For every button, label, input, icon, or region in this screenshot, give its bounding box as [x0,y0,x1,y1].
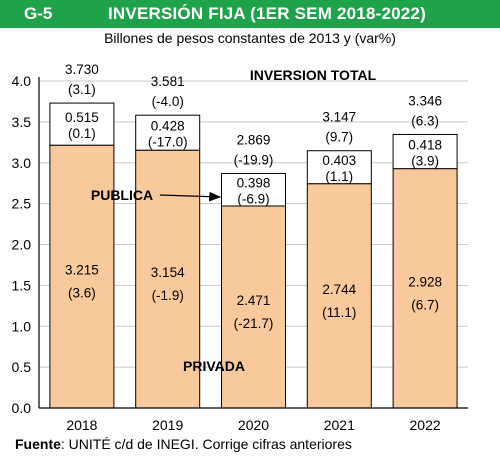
data-label-privada-var: (-1.9) [152,288,184,303]
data-label-publica-var: (0.1) [68,126,96,141]
data-label-publica-var: (1.1) [325,169,353,184]
x-tick-label: 2022 [410,417,441,433]
bar-layer [49,102,458,409]
label-layer: 3.215 (3.6) 0.515(0.1) 3.730 (3.1) 3.154 (-1.9… [65,62,442,331]
data-label-total: 2.869 [237,132,271,147]
x-tick-label: 2020 [238,417,269,433]
annotation-publica: PUBLICA [91,187,153,203]
title-bar: G-5 INVERSIÓN FIJA (1ER SEM 2018-2022) [0,0,500,28]
bar-publica [392,133,458,170]
data-label-total: 3.147 [322,110,356,125]
bar-publica [135,114,201,151]
bar-privada [49,144,115,409]
data-label-publica: 0.418 [408,138,442,153]
data-label-privada-var: (11.1) [322,305,356,320]
chart-code: G-5 [24,4,53,23]
data-label-publica-var: (3.9) [411,154,439,169]
y-tick-label: 0.0 [12,400,32,416]
annotation-publica-arrow [159,191,222,202]
legend-inversion-total: INVERSION TOTAL [250,67,377,83]
y-tick-label: 2.5 [12,196,32,212]
y-tick-label: 4.0 [12,73,32,89]
y-tick-label: 3.0 [12,155,32,171]
y-tick-label: 2.0 [12,237,32,253]
axis-layer: 0.0 0.5 1.0 1.5 2.0 2.5 3.0 3.5 4.0 2018 2019 2020 2… [12,73,468,433]
data-label-total-var: (-19.9) [234,152,274,167]
data-label-publica: 0.428 [151,119,185,134]
data-label-privada-var: (-21.7) [234,316,274,331]
data-label-total-var: (9.7) [325,130,353,145]
chart-title: INVERSIÓN FIJA (1ER SEM 2018-2022) [108,4,426,23]
annotation-privada: PRIVADA [183,358,245,374]
bar-privada [392,168,458,409]
bar-publica [49,102,115,146]
data-label-total-var: (-4.0) [152,94,184,109]
y-tick-label: 3.5 [12,114,32,130]
data-label-publica: 0.403 [322,153,356,168]
data-label-total: 3.346 [408,93,442,108]
data-label-publica: 0.515 [65,110,99,125]
x-tick-label: 2021 [324,417,355,433]
x-tick-label: 2019 [152,417,183,433]
data-label-publica: 0.398 [237,176,271,191]
data-label-publica-var: (-17.0) [148,135,188,150]
data-label-privada: 2.471 [237,293,271,308]
y-tick-label: 1.5 [12,277,32,293]
source-text: : UNITÉ c/d de INEGI. Corrige cifras ant… [60,436,352,452]
x-tick-label: 2018 [66,417,97,433]
data-label-privada-var: (3.6) [68,286,96,301]
source-label: Fuente [15,436,61,452]
chart-subtitle: Billones de pesos constantes de 2013 y (… [104,30,396,46]
source-note: Fuente: UNITÉ c/d de INEGI. Corrige cifr… [15,436,352,452]
data-label-total: 3.730 [65,62,99,77]
y-tick-label: 0.5 [12,359,32,375]
data-label-privada: 2.744 [322,282,356,297]
data-label-total: 3.581 [151,74,185,89]
bar-privada [306,183,372,409]
data-label-privada-var: (6.7) [411,297,439,312]
data-label-total-var: (3.1) [68,82,96,97]
data-label-publica-var: (-6.9) [237,192,269,207]
data-label-privada: 3.154 [151,265,185,280]
y-tick-label: 1.0 [12,318,32,334]
data-label-privada: 3.215 [65,263,99,278]
bar-privada [221,205,286,409]
bar-publica [306,150,372,185]
bar-publica [221,172,286,207]
data-label-privada: 2.928 [408,274,442,289]
data-label-total-var: (6.3) [411,113,439,128]
